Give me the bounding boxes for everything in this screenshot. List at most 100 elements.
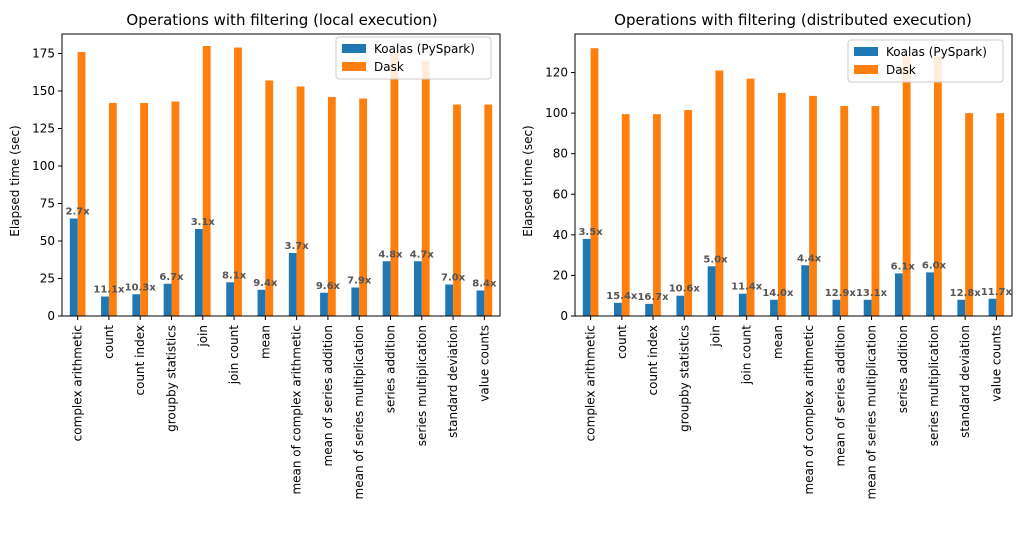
speedup-label: 14.0x bbox=[762, 288, 794, 299]
speedup-label: 12.8x bbox=[950, 288, 982, 299]
y-tick-label: 175 bbox=[32, 47, 55, 61]
bar-koalas bbox=[101, 296, 109, 316]
x-tick-label: standard deviation bbox=[958, 325, 972, 438]
chart-local-execution: Operations with filtering (local executi… bbox=[8, 11, 501, 499]
x-tick-label: series multiplication bbox=[927, 325, 941, 446]
speedup-label: 15.4x bbox=[606, 291, 638, 302]
y-tick-label: 100 bbox=[32, 159, 55, 173]
chart-title: Operations with filtering (distributed e… bbox=[614, 11, 972, 29]
bar-koalas bbox=[257, 289, 266, 316]
bar-koalas bbox=[676, 295, 685, 316]
bar-dask bbox=[715, 70, 724, 317]
x-tick-label: mean bbox=[258, 325, 272, 359]
bar-koalas bbox=[582, 238, 591, 316]
bar-dask bbox=[684, 110, 693, 317]
x-tick-label: mean of series addition bbox=[321, 325, 335, 467]
bar-dask bbox=[653, 114, 661, 316]
x-tick-label: series addition bbox=[384, 325, 398, 413]
x-tick-label: join bbox=[708, 325, 722, 348]
x-tick-label: complex arithmetic bbox=[584, 325, 598, 441]
legend-swatch bbox=[854, 65, 878, 74]
x-tick-label: count bbox=[102, 325, 116, 359]
x-tick-label: value counts bbox=[989, 325, 1003, 402]
bar-koalas bbox=[445, 284, 454, 316]
bar-koalas bbox=[320, 292, 328, 316]
bar-dask bbox=[296, 86, 305, 316]
bar-dask bbox=[809, 95, 817, 316]
y-tick-label: 25 bbox=[40, 272, 55, 286]
speedup-label: 3.7x bbox=[285, 241, 310, 252]
speedup-label: 4.4x bbox=[797, 253, 822, 264]
bar-dask bbox=[590, 48, 599, 316]
bar-dask bbox=[621, 114, 630, 316]
bar-koalas bbox=[863, 299, 872, 316]
speedup-label: 9.6x bbox=[316, 281, 341, 292]
bar-koalas bbox=[476, 290, 485, 316]
x-tick-label: join bbox=[196, 325, 210, 348]
x-tick-label: series multiplication bbox=[415, 325, 429, 446]
bar-koalas bbox=[382, 261, 391, 316]
bar-dask bbox=[108, 103, 117, 316]
y-tick-label: 60 bbox=[553, 187, 568, 201]
legend-label: Dask bbox=[886, 63, 916, 77]
x-tick-label: mean of series multiplication bbox=[865, 325, 879, 499]
bar-koalas bbox=[957, 299, 966, 316]
x-tick-label: count index bbox=[646, 325, 660, 396]
speedup-label: 6.7x bbox=[159, 272, 184, 283]
speedup-label: 16.7x bbox=[637, 292, 669, 303]
bar-dask bbox=[421, 61, 430, 316]
legend-box bbox=[847, 39, 1004, 83]
x-tick-label: count index bbox=[133, 325, 147, 396]
legend-swatch bbox=[342, 62, 366, 71]
bar-koalas bbox=[413, 261, 422, 316]
legend-swatch bbox=[854, 47, 878, 56]
bar-koalas bbox=[614, 302, 622, 316]
bar-dask bbox=[777, 92, 786, 316]
x-tick-label: standard deviation bbox=[446, 325, 460, 438]
x-tick-label: mean of complex arithmetic bbox=[802, 325, 816, 495]
bar-koalas bbox=[351, 287, 360, 316]
bar-dask bbox=[746, 78, 755, 317]
x-tick-label: complex arithmetic bbox=[71, 325, 85, 441]
speedup-label: 10.3x bbox=[125, 282, 157, 293]
chart-distributed-execution: Operations with filtering (distributed e… bbox=[521, 11, 1013, 499]
bar-koalas bbox=[707, 266, 716, 316]
bar-koalas bbox=[645, 303, 654, 316]
bar-dask bbox=[327, 97, 336, 316]
speedup-label: 11.4x bbox=[731, 282, 763, 293]
speedup-label: 3.5x bbox=[579, 227, 604, 238]
bar-dask bbox=[171, 101, 180, 316]
speedup-label: 12.9x bbox=[825, 288, 857, 299]
x-tick-label: groupby statistics bbox=[677, 325, 691, 432]
speedup-label: 11.1x bbox=[93, 285, 125, 296]
bar-dask bbox=[933, 56, 942, 316]
speedup-label: 5.0x bbox=[703, 254, 728, 265]
bar-koalas bbox=[738, 293, 747, 316]
y-axis-label: Elapsed time (sec) bbox=[8, 125, 22, 236]
bar-koalas bbox=[894, 273, 903, 316]
bar-koalas bbox=[69, 218, 78, 316]
y-tick-label: 50 bbox=[40, 234, 55, 248]
y-tick-label: 100 bbox=[545, 106, 568, 120]
bar-dask bbox=[484, 104, 493, 316]
bar-dask bbox=[234, 47, 242, 316]
bar-dask bbox=[202, 46, 211, 316]
x-tick-label: mean of series multiplication bbox=[352, 325, 366, 499]
speedup-label: 9.4x bbox=[253, 278, 278, 289]
x-tick-label: groupby statistics bbox=[165, 325, 179, 432]
speedup-label: 6.0x bbox=[922, 260, 947, 271]
x-tick-label: join count bbox=[740, 325, 754, 386]
bar-koalas bbox=[132, 294, 141, 316]
y-tick-label: 0 bbox=[560, 309, 568, 323]
bar-dask bbox=[390, 53, 399, 316]
y-tick-label: 75 bbox=[40, 197, 55, 211]
bar-koalas bbox=[770, 299, 778, 316]
bar-dask bbox=[840, 106, 849, 317]
legend-label: Koalas (PySpark) bbox=[374, 42, 475, 56]
bar-dask bbox=[902, 56, 911, 316]
bar-koalas bbox=[926, 272, 934, 316]
x-tick-label: join count bbox=[227, 325, 241, 386]
y-tick-label: 120 bbox=[545, 66, 568, 80]
legend: Koalas (PySpark) Dask bbox=[335, 36, 492, 80]
speedup-label: 3.1x bbox=[191, 217, 216, 228]
